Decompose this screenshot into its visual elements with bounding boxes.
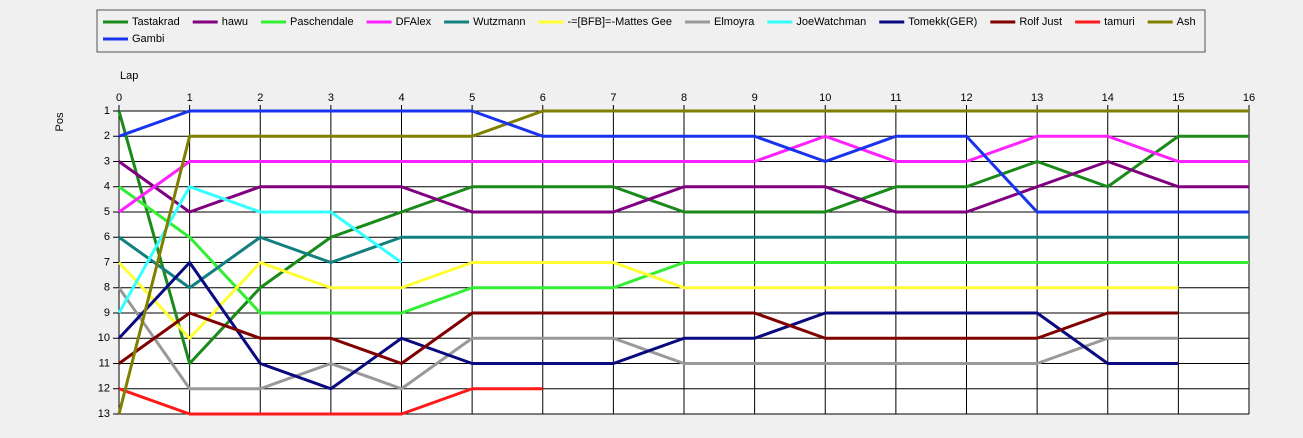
x-tick-label: 5 [469, 92, 475, 104]
legend-label: tamuri [1104, 16, 1135, 28]
x-tick-label: 13 [1031, 92, 1043, 104]
x-tick-label: 1 [187, 92, 193, 104]
legend-label: Elmoyra [714, 16, 755, 28]
y-tick-label: 13 [98, 408, 110, 420]
x-tick-label: 9 [752, 92, 758, 104]
y-tick-label: 5 [104, 206, 110, 218]
y-tick-label: 7 [104, 256, 110, 268]
legend-label: Tomekk(GER) [908, 16, 977, 28]
legend-label: Tastakrad [132, 16, 180, 28]
series-line [117, 261, 1179, 391]
x-tick-label: 7 [610, 92, 616, 104]
x-tick-label: 3 [328, 92, 334, 104]
x-tick-label: 6 [540, 92, 546, 104]
x-tick-label: 15 [1172, 92, 1184, 104]
series-line [117, 109, 1249, 415]
series-line [118, 134, 1249, 214]
series-line [118, 109, 1249, 214]
legend-label: hawu [222, 16, 248, 28]
x-tick-label: 10 [819, 92, 831, 104]
x-tick-label: 12 [960, 92, 972, 104]
y-tick-label: 10 [98, 332, 110, 344]
y-tick-label: 3 [104, 155, 110, 167]
y-tick-label: 8 [104, 282, 110, 294]
legend-label: Ash [1177, 16, 1196, 28]
y-tick-label: 1 [104, 105, 110, 117]
series-line [118, 311, 1179, 365]
legend-label: Gambi [132, 33, 164, 45]
x-tick-label: 2 [257, 92, 263, 104]
legend-label: JoeWatchman [796, 16, 866, 28]
x-tick-label: 16 [1243, 92, 1255, 104]
x-axis-label: Lap [120, 70, 138, 82]
x-tick-label: 4 [398, 92, 404, 104]
x-tick-label: 14 [1102, 92, 1114, 104]
series-line [118, 387, 543, 416]
legend-label: Rolf Just [1019, 16, 1062, 28]
y-axis-label: Pos [54, 112, 66, 131]
legend-box [96, 9, 1206, 53]
series-line [117, 261, 1179, 340]
x-tick-label: 11 [890, 92, 901, 104]
y-tick-label: 2 [104, 130, 110, 142]
legend-label: Paschendale [290, 16, 354, 28]
y-tick-label: 6 [104, 231, 110, 243]
series-line [118, 185, 1249, 315]
legend-label: -=[BFB]=-Mattes Gee [567, 16, 672, 28]
legend-label: Wutzmann [473, 16, 525, 28]
y-tick-label: 4 [104, 181, 110, 193]
series-line [118, 160, 1249, 214]
y-tick-label: 9 [104, 307, 110, 319]
legend-label: DFAlex [396, 16, 432, 28]
x-tick-label: 8 [681, 92, 687, 104]
x-tick-label: 0 [116, 92, 122, 104]
y-tick-label: 12 [98, 383, 110, 395]
series-line [118, 235, 1249, 290]
y-tick-label: 11 [99, 357, 110, 369]
